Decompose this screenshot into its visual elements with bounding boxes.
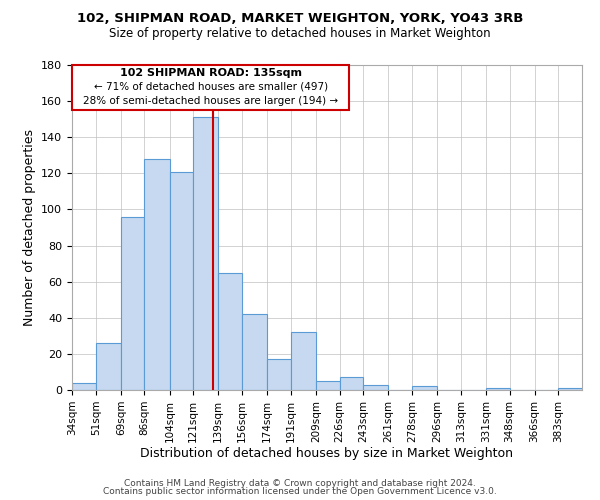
Bar	[72, 383, 95, 390]
Bar	[242, 314, 267, 390]
Bar	[95, 343, 121, 390]
Text: 102, SHIPMAN ROAD, MARKET WEIGHTON, YORK, YO43 3RB: 102, SHIPMAN ROAD, MARKET WEIGHTON, YORK…	[77, 12, 523, 26]
Text: 102 SHIPMAN ROAD: 135sqm: 102 SHIPMAN ROAD: 135sqm	[119, 68, 302, 78]
Text: Size of property relative to detached houses in Market Weighton: Size of property relative to detached ho…	[109, 28, 491, 40]
Y-axis label: Number of detached properties: Number of detached properties	[23, 129, 35, 326]
Bar	[121, 216, 145, 390]
Text: 28% of semi-detached houses are larger (194) →: 28% of semi-detached houses are larger (…	[83, 96, 338, 106]
Bar	[291, 332, 316, 390]
Bar	[486, 388, 509, 390]
Text: Contains public sector information licensed under the Open Government Licence v3: Contains public sector information licen…	[103, 487, 497, 496]
Bar	[145, 159, 170, 390]
Bar	[170, 172, 193, 390]
Bar	[363, 384, 388, 390]
Bar	[218, 272, 242, 390]
Bar	[340, 378, 363, 390]
Bar	[412, 386, 437, 390]
Bar	[267, 360, 291, 390]
X-axis label: Distribution of detached houses by size in Market Weighton: Distribution of detached houses by size …	[140, 448, 514, 460]
FancyBboxPatch shape	[72, 65, 349, 110]
Bar	[559, 388, 582, 390]
Text: Contains HM Land Registry data © Crown copyright and database right 2024.: Contains HM Land Registry data © Crown c…	[124, 478, 476, 488]
Text: ← 71% of detached houses are smaller (497): ← 71% of detached houses are smaller (49…	[94, 82, 328, 92]
Bar	[193, 118, 218, 390]
Bar	[316, 381, 340, 390]
